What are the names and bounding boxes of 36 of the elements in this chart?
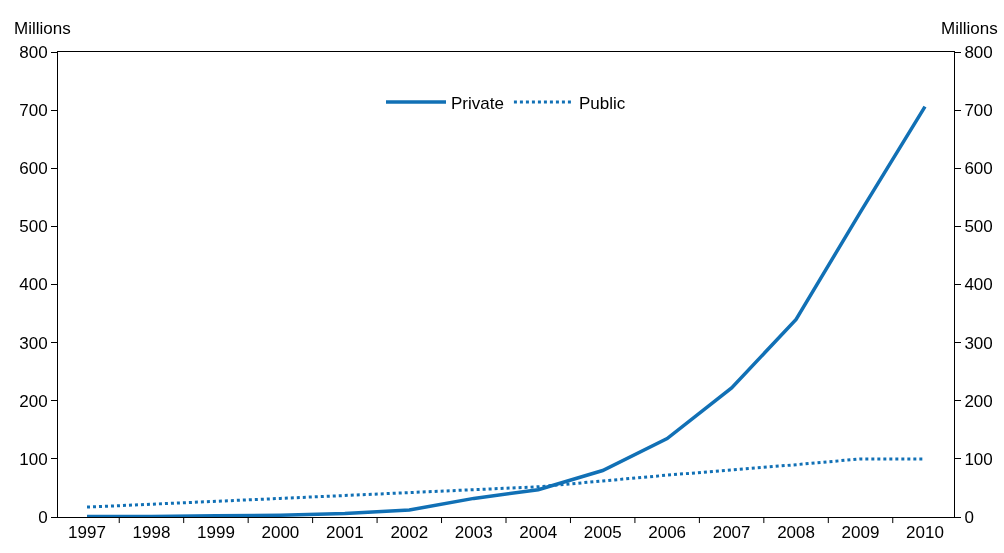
y2-tick-label: 200 [964,391,993,411]
y-tick-label: 200 [19,391,48,411]
y-tick-label: 500 [19,217,48,237]
y-tick-label: 400 [19,275,48,295]
x-tick-label: 1998 [132,523,171,543]
x-tick-label: 2004 [519,523,558,543]
y2-axis-title: Millions [941,19,998,38]
legend-label: Private [451,93,504,113]
y2-tick-label: 600 [964,159,993,179]
x-tick-label: 1997 [68,523,106,543]
x-tick-label: 2005 [583,523,622,543]
x-tick-label: 2010 [906,523,944,543]
y-tick-label: 0 [38,507,48,527]
y-tick-label: 600 [19,159,48,179]
y2-tick-label: 500 [964,217,993,237]
y2-tick-label: 100 [964,449,993,469]
y-tick-label: 100 [19,449,48,469]
legend-label: Public [578,93,626,113]
y-tick-label: 300 [19,333,48,353]
y2-tick-label: 700 [964,101,993,121]
y-axis-title: Millions [14,19,71,38]
y2-tick-label: 300 [964,333,993,353]
y2-tick-label: 400 [964,275,993,295]
y2-tick-label: 800 [964,42,993,62]
y-tick-label: 800 [19,42,48,62]
x-tick-label: 2001 [325,523,364,543]
x-tick-label: 2007 [712,523,751,543]
y-tick-label: 700 [19,101,48,121]
x-tick-label: 2002 [390,523,429,543]
x-tick-label: 1999 [197,523,235,543]
x-tick-label: 2003 [454,523,493,543]
x-tick-label: 2006 [648,523,687,543]
x-tick-label: 2008 [777,523,815,543]
x-tick-label: 2009 [841,523,880,543]
y2-tick-label: 0 [964,507,974,527]
x-tick-label: 2000 [261,523,300,543]
